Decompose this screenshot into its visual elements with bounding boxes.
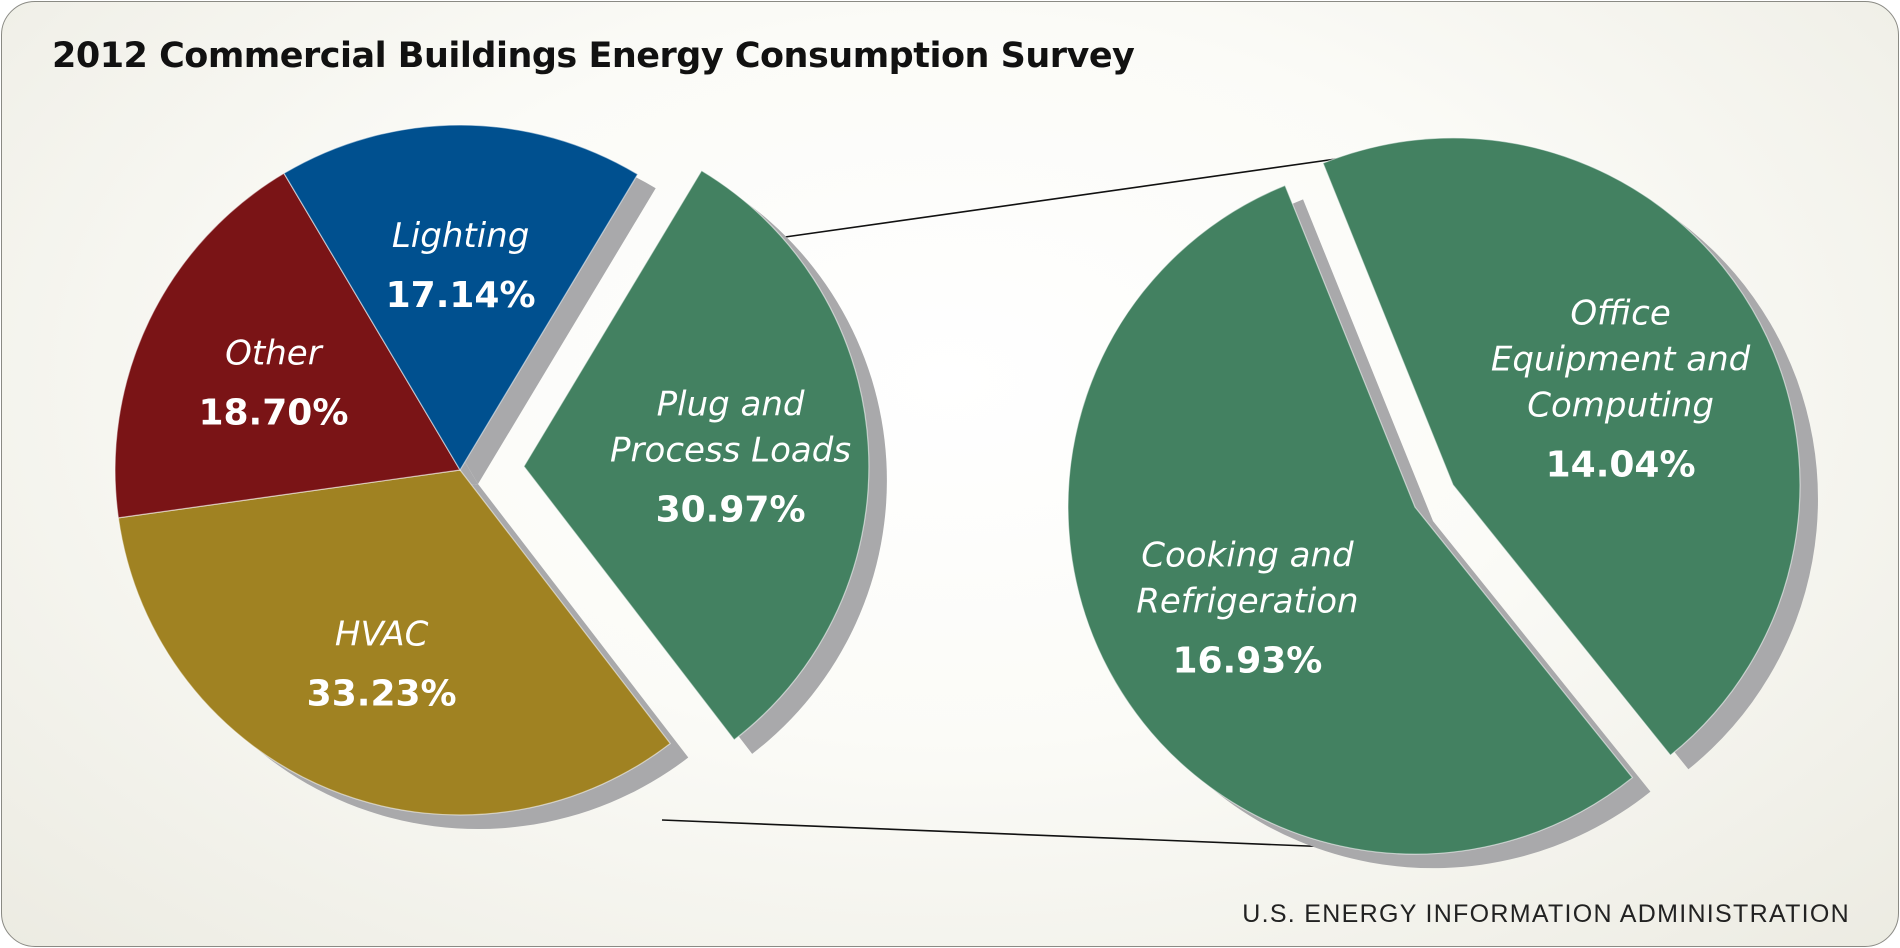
slice-plug-and-process-loads-label-1: Plug and xyxy=(657,385,805,425)
slice-plug-and-process-loads-label-2: Process Loads xyxy=(610,431,851,471)
slice-hvac xyxy=(117,469,672,816)
slice-office-equipment-and-computing-label-1: Office xyxy=(1570,294,1670,334)
chart-title: 2012 Commercial Buildings Energy Consump… xyxy=(52,36,1135,76)
connector-lines xyxy=(661,156,1358,849)
detail-pie: Office Equipment and Computing 14.04% Cookin… xyxy=(1067,137,1818,869)
slice-cooking-and-refrigeration xyxy=(1067,184,1634,855)
slice-cooking-and-refrigeration-label-1: Cooking and xyxy=(1141,535,1354,575)
slice-cooking-and-refrigeration-label-2: Refrigeration xyxy=(1136,581,1358,621)
slice-plug-and-process-loads-value: 30.97% xyxy=(656,490,806,531)
slice-cooking-and-refrigeration-value: 16.93% xyxy=(1172,640,1322,681)
connector-line-top xyxy=(777,156,1351,239)
slice-plug-and-process-loads xyxy=(523,169,870,741)
slice-lighting xyxy=(283,124,639,472)
connector-line-bottom xyxy=(661,819,1358,849)
slice-hvac-label: HVAC xyxy=(335,615,429,655)
main-pie: Plug and Process Loads 30.97% HVAC 33.23% Oth… xyxy=(114,124,887,829)
slice-office-equipment-and-computing xyxy=(1322,137,1801,757)
slice-office-equipment-and-computing-label-3: Computing xyxy=(1527,386,1714,426)
source-credit: U.S. ENERGY INFORMATION ADMINISTRATION xyxy=(1242,900,1850,928)
slice-other-value: 18.70% xyxy=(198,392,348,433)
slice-hvac-value: 33.23% xyxy=(307,674,457,715)
slice-lighting-label: Lighting xyxy=(392,216,529,256)
slice-other-label: Other xyxy=(225,333,324,373)
slice-office-equipment-and-computing-label-2: Equipment and xyxy=(1491,340,1751,380)
slice-office-equipment-and-computing-value: 14.04% xyxy=(1546,445,1696,486)
slice-lighting-value: 17.14% xyxy=(386,275,536,316)
slice-other xyxy=(114,172,461,519)
